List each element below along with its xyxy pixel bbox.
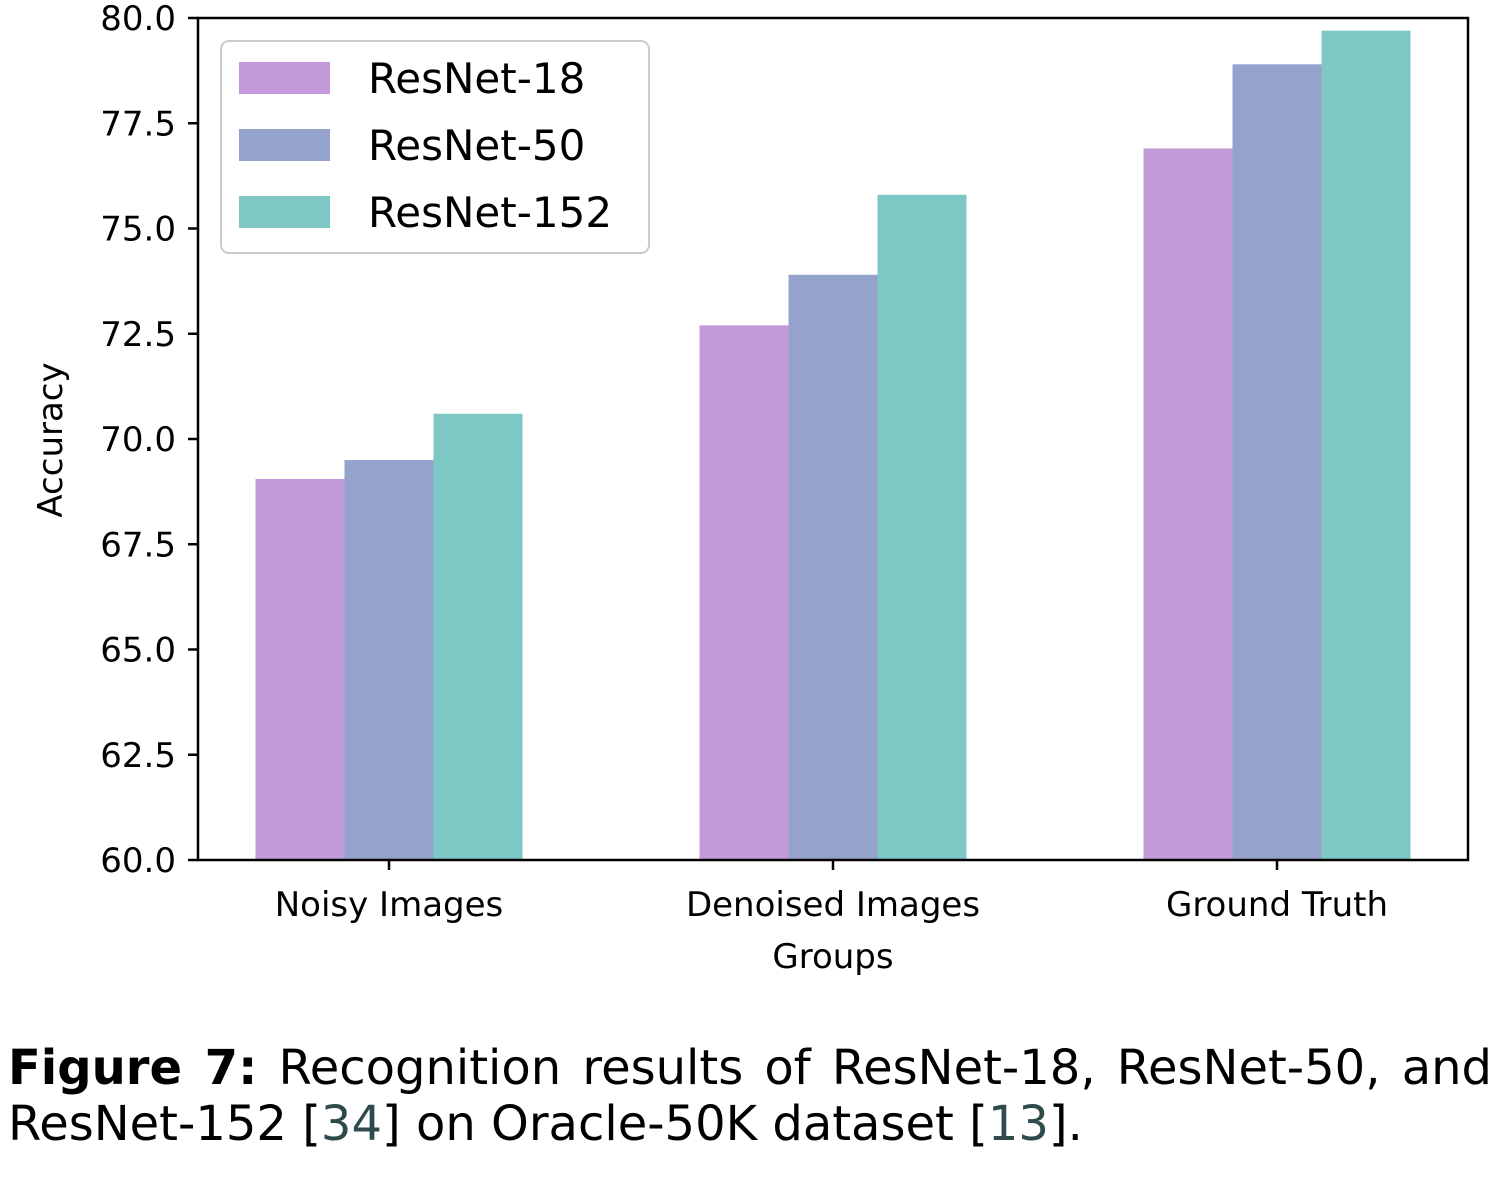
bar-resnet-152-denoised-images (877, 194, 967, 860)
x-axis-ticks: Noisy Images Denoised Images Ground Truth (275, 860, 1388, 925)
y-tick-label: 70.0 (100, 420, 176, 460)
bar-resnet-18-ground-truth (1143, 148, 1233, 860)
legend-swatch-resnet-18 (239, 62, 330, 94)
legend-label-resnet-50: ResNet-50 (368, 121, 585, 170)
caption-label: Figure 7: (8, 1040, 258, 1096)
y-axis-ticks: 60.0 62.5 65.0 67.5 70.0 72.5 75.0 77.5 80.0 (100, 0, 198, 881)
bar-resnet-18-denoised-images (699, 325, 789, 861)
x-axis-label: Groups (772, 937, 893, 977)
y-tick-label: 65.0 (100, 631, 176, 671)
y-tick-label: 67.5 (100, 525, 176, 565)
bar-resnet-50-denoised-images (788, 274, 878, 860)
y-tick-label: 75.0 (100, 210, 176, 250)
y-axis-label: Accuracy (31, 362, 71, 517)
y-tick-label: 72.5 (100, 315, 176, 355)
x-tick-label: Ground Truth (1166, 885, 1388, 925)
bar-resnet-50-ground-truth (1232, 64, 1322, 860)
x-tick-label: Noisy Images (275, 885, 504, 925)
bars-group (255, 30, 1411, 861)
y-tick-label: 62.5 (100, 736, 176, 776)
bar-resnet-152-noisy-images (433, 413, 523, 860)
citation-link-34[interactable]: 34 (320, 1096, 382, 1152)
bar-resnet-18-noisy-images (255, 478, 345, 860)
bar-resnet-152-ground-truth (1321, 30, 1411, 860)
caption-text-3: ]. (1048, 1096, 1083, 1152)
bar-chart: 60.0 62.5 65.0 67.5 70.0 72.5 75.0 77.5 80.0 Noi… (31, 0, 1470, 977)
citation-link-13[interactable]: 13 (987, 1096, 1049, 1152)
x-tick-label: Denoised Images (686, 885, 980, 925)
legend-label-resnet-152: ResNet-152 (368, 188, 612, 237)
bar-resnet-50-noisy-images (344, 460, 434, 860)
caption-text-2: ] on Oracle-50K dataset [ (382, 1096, 988, 1152)
legend-swatch-resnet-50 (239, 129, 330, 161)
legend: ResNet-18 ResNet-50 ResNet-152 (220, 40, 650, 254)
figure-caption: Figure 7: Recognition results of ResNet-… (8, 1040, 1492, 1152)
caption-text: Recognition results of ResNet-18, ResNet… (8, 1040, 1492, 1152)
y-tick-label: 77.5 (100, 104, 176, 144)
legend-swatch-resnet-152 (239, 196, 330, 228)
y-tick-label: 80.0 (100, 0, 176, 39)
y-tick-label: 60.0 (100, 841, 176, 881)
legend-label-resnet-18: ResNet-18 (368, 54, 585, 103)
